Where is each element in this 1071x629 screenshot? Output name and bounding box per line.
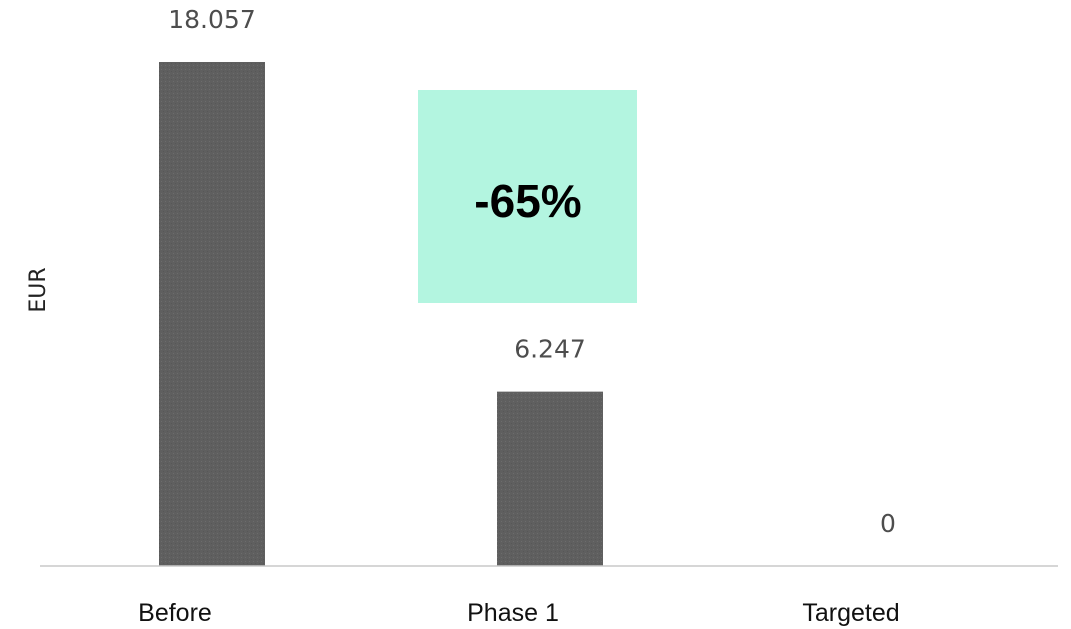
data-label-targeted: 0 [880, 509, 896, 538]
data-label-phase-1: 6.247 [514, 335, 586, 364]
y-axis-label: EUR [26, 267, 51, 312]
change-callout: -65% [418, 90, 637, 303]
bar-before [159, 62, 265, 566]
bar-phase-1 [497, 391, 603, 566]
data-label-before: 18.057 [168, 5, 255, 34]
change-callout-text: -65% [474, 175, 581, 227]
category-label-before: Before [138, 599, 212, 627]
category-label-targeted: Targeted [802, 599, 899, 627]
category-label-phase-1: Phase 1 [467, 599, 559, 627]
category-labels-group: Before Phase 1 Targeted [138, 599, 899, 627]
data-labels-group: 18.057 6.247 0 [168, 5, 896, 538]
bars-group [159, 62, 603, 566]
change-callout-box [418, 90, 637, 303]
